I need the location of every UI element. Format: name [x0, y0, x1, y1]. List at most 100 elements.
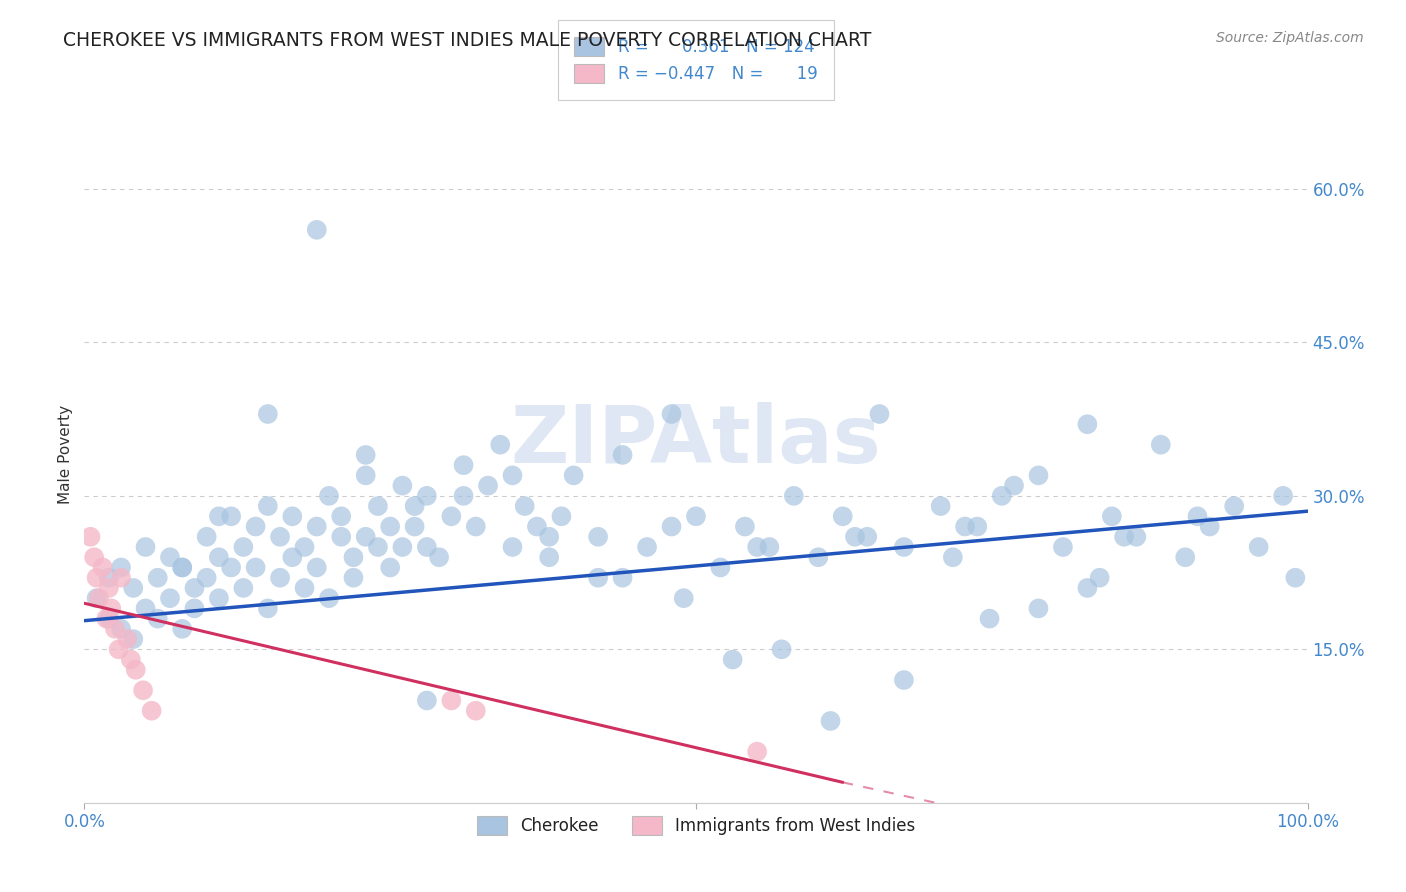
Point [747, 745, 769, 759]
Point [747, 540, 769, 554]
Point [440, 509, 463, 524]
Point [979, 612, 1001, 626]
Point [354, 530, 377, 544]
Point [132, 683, 155, 698]
Point [120, 652, 142, 666]
Legend: Cherokee, Immigrants from West Indies: Cherokee, Immigrants from West Indies [468, 807, 924, 843]
Point [172, 560, 194, 574]
Text: Source: ZipAtlas.com: Source: ZipAtlas.com [1216, 31, 1364, 45]
Point [195, 571, 218, 585]
Point [294, 581, 316, 595]
Point [354, 448, 377, 462]
Point [636, 540, 658, 554]
Point [122, 632, 145, 646]
Point [245, 560, 267, 574]
Point [807, 550, 830, 565]
Point [391, 478, 413, 492]
Point [416, 489, 439, 503]
Point [612, 448, 634, 462]
Point [942, 550, 965, 565]
Point [208, 509, 231, 524]
Point [526, 519, 548, 533]
Point [770, 642, 793, 657]
Point [513, 499, 536, 513]
Point [172, 622, 194, 636]
Point [489, 438, 512, 452]
Point [586, 530, 609, 544]
Point [1088, 571, 1111, 585]
Point [141, 704, 163, 718]
Point [672, 591, 695, 606]
Point [953, 519, 976, 533]
Point [477, 478, 499, 492]
Point [1028, 601, 1050, 615]
Point [110, 560, 132, 574]
Point [232, 581, 254, 595]
Text: ZIPAtlas: ZIPAtlas [510, 402, 882, 480]
Point [453, 458, 475, 472]
Point [844, 530, 866, 544]
Point [330, 509, 353, 524]
Point [146, 612, 169, 626]
Point [404, 519, 426, 533]
Point [269, 571, 291, 585]
Point [991, 489, 1014, 503]
Point [281, 550, 304, 565]
Point [1125, 530, 1147, 544]
Point [1272, 489, 1295, 503]
Point [91, 560, 114, 574]
Point [208, 550, 231, 565]
Point [1002, 478, 1025, 492]
Point [305, 519, 328, 533]
Point [538, 550, 561, 565]
Point [1114, 530, 1136, 544]
Point [502, 468, 524, 483]
Point [318, 591, 340, 606]
Point [115, 632, 138, 646]
Point [416, 693, 439, 707]
Point [416, 540, 439, 554]
Point [232, 540, 254, 554]
Point [281, 509, 304, 524]
Point [122, 581, 145, 595]
Point [856, 530, 879, 544]
Point [709, 560, 731, 574]
Text: CHEROKEE VS IMMIGRANTS FROM WEST INDIES MALE POVERTY CORRELATION CHART: CHEROKEE VS IMMIGRANTS FROM WEST INDIES … [63, 31, 872, 50]
Point [269, 530, 291, 544]
Point [195, 530, 218, 544]
Point [97, 571, 120, 585]
Point [257, 407, 280, 421]
Point [100, 601, 122, 615]
Point [734, 519, 756, 533]
Point [135, 601, 157, 615]
Point [685, 509, 707, 524]
Point [305, 560, 328, 574]
Point [1247, 540, 1270, 554]
Point [330, 530, 353, 544]
Point [342, 550, 364, 565]
Point [391, 540, 413, 554]
Point [966, 519, 988, 533]
Point [97, 581, 120, 595]
Point [135, 540, 157, 554]
Point [159, 550, 181, 565]
Point [1052, 540, 1074, 554]
Point [550, 509, 572, 524]
Point [612, 571, 634, 585]
Point [208, 591, 231, 606]
Point [125, 663, 148, 677]
Point [86, 571, 108, 585]
Point [502, 540, 524, 554]
Point [107, 642, 129, 657]
Point [1198, 519, 1220, 533]
Point [1174, 550, 1197, 565]
Point [1150, 438, 1173, 452]
Point [404, 499, 426, 513]
Point [869, 407, 891, 421]
Point [146, 571, 169, 585]
Point [219, 560, 242, 574]
Point [538, 530, 561, 544]
Point [427, 550, 450, 565]
Point [318, 489, 340, 503]
Point [219, 509, 242, 524]
